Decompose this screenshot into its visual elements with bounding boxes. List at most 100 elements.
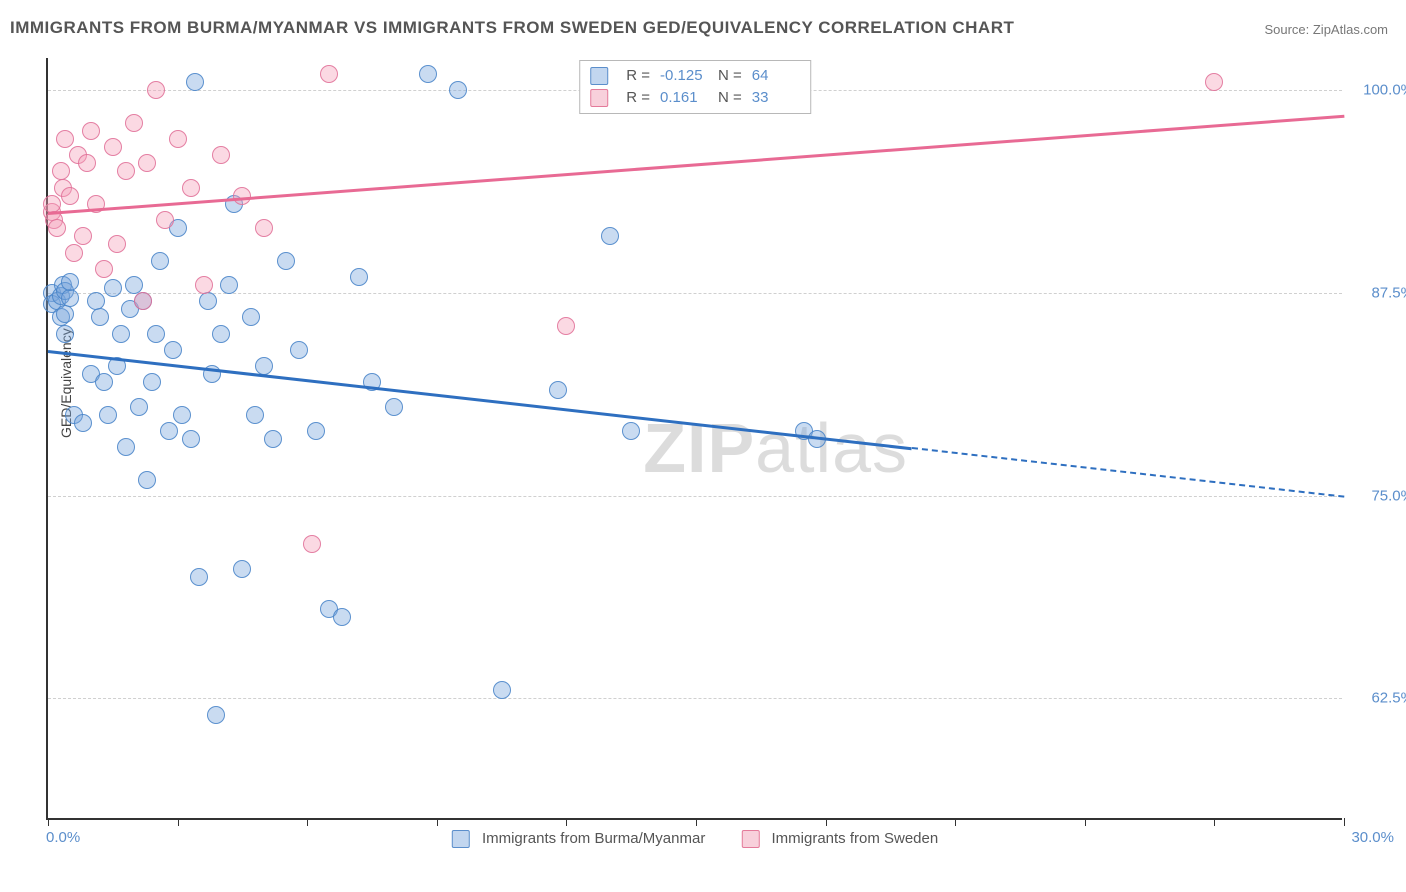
scatter-point-burma (493, 681, 511, 699)
scatter-point-burma (233, 560, 251, 578)
scatter-point-burma (190, 568, 208, 586)
x-tick (437, 818, 438, 826)
scatter-point-burma (350, 268, 368, 286)
n-value-burma: 64 (752, 65, 800, 87)
scatter-point-burma (264, 430, 282, 448)
r-value-sweden: 0.161 (660, 87, 708, 109)
scatter-point-sweden (233, 187, 251, 205)
x-tick (566, 818, 567, 826)
chart-container: IMMIGRANTS FROM BURMA/MYANMAR VS IMMIGRA… (0, 0, 1406, 892)
trend-line (48, 115, 1344, 215)
scatter-point-burma (212, 325, 230, 343)
x-tick (307, 818, 308, 826)
legend-label-sweden: Immigrants from Sweden (771, 830, 938, 847)
scatter-point-sweden (78, 154, 96, 172)
scatter-point-burma (56, 325, 74, 343)
scatter-point-burma (164, 341, 182, 359)
scatter-point-sweden (182, 179, 200, 197)
scatter-point-burma (449, 81, 467, 99)
scatter-point-burma (117, 438, 135, 456)
x-tick (1085, 818, 1086, 826)
scatter-point-burma (255, 357, 273, 375)
scatter-point-sweden (147, 81, 165, 99)
scatter-point-burma (74, 414, 92, 432)
y-tick-label: 62.5% (1371, 690, 1406, 707)
scatter-point-burma (147, 325, 165, 343)
y-tick-label: 87.5% (1371, 285, 1406, 302)
scatter-point-burma (333, 608, 351, 626)
scatter-point-burma (61, 289, 79, 307)
trend-line (48, 350, 912, 450)
scatter-point-sweden (557, 317, 575, 335)
x-min-label: 0.0% (46, 829, 80, 846)
scatter-point-burma (242, 308, 260, 326)
scatter-point-burma (246, 406, 264, 424)
scatter-point-sweden (56, 130, 74, 148)
x-tick (826, 818, 827, 826)
swatch-blue-icon (452, 830, 470, 848)
swatch-blue-icon (590, 67, 608, 85)
scatter-point-sweden (156, 211, 174, 229)
r-value-burma: -0.125 (660, 65, 708, 87)
scatter-point-burma (277, 252, 295, 270)
n-value-sweden: 33 (752, 87, 800, 109)
legend-item-sweden: Immigrants from Sweden (741, 830, 938, 848)
plot-area: R = -0.125 N = 64 R = 0.161 N = 33 ZIPat… (46, 58, 1342, 820)
gridline-h (48, 293, 1342, 294)
scatter-point-sweden (1205, 73, 1223, 91)
scatter-point-sweden (320, 65, 338, 83)
swatch-pink-icon (741, 830, 759, 848)
scatter-point-sweden (138, 154, 156, 172)
scatter-point-burma (125, 276, 143, 294)
chart-title: IMMIGRANTS FROM BURMA/MYANMAR VS IMMIGRA… (10, 18, 1014, 38)
n-prefix: N = (718, 87, 742, 109)
stats-row-sweden: R = 0.161 N = 33 (590, 87, 800, 109)
scatter-point-sweden (95, 260, 113, 278)
scatter-point-burma (61, 273, 79, 291)
scatter-point-burma (151, 252, 169, 270)
scatter-point-burma (199, 292, 217, 310)
scatter-point-burma (138, 471, 156, 489)
scatter-point-burma (622, 422, 640, 440)
legend-label-burma: Immigrants from Burma/Myanmar (482, 830, 705, 847)
scatter-point-burma (160, 422, 178, 440)
n-prefix: N = (718, 65, 742, 87)
scatter-point-sweden (195, 276, 213, 294)
scatter-point-burma (182, 430, 200, 448)
scatter-point-burma (130, 398, 148, 416)
scatter-point-burma (549, 381, 567, 399)
scatter-point-sweden (303, 535, 321, 553)
scatter-point-sweden (117, 162, 135, 180)
scatter-point-sweden (61, 187, 79, 205)
scatter-point-burma (95, 373, 113, 391)
gridline-h (48, 698, 1342, 699)
scatter-point-burma (207, 706, 225, 724)
scatter-point-burma (91, 308, 109, 326)
scatter-point-burma (186, 73, 204, 91)
scatter-point-sweden (212, 146, 230, 164)
scatter-point-sweden (108, 235, 126, 253)
legend-item-burma: Immigrants from Burma/Myanmar (452, 830, 706, 848)
y-tick-label: 100.0% (1363, 82, 1406, 99)
scatter-point-sweden (169, 130, 187, 148)
scatter-point-burma (290, 341, 308, 359)
x-tick (1344, 818, 1345, 826)
r-prefix: R = (626, 87, 650, 109)
x-tick (178, 818, 179, 826)
scatter-point-sweden (65, 244, 83, 262)
scatter-point-burma (307, 422, 325, 440)
watermark: ZIPatlas (643, 408, 908, 488)
scatter-point-burma (112, 325, 130, 343)
scatter-point-sweden (104, 138, 122, 156)
scatter-point-burma (173, 406, 191, 424)
watermark-light: atlas (755, 409, 908, 487)
stats-row-burma: R = -0.125 N = 64 (590, 65, 800, 87)
r-prefix: R = (626, 65, 650, 87)
scatter-point-burma (99, 406, 117, 424)
scatter-point-sweden (74, 227, 92, 245)
scatter-point-sweden (82, 122, 100, 140)
swatch-pink-icon (590, 89, 608, 107)
scatter-point-burma (56, 305, 74, 323)
x-tick (696, 818, 697, 826)
scatter-point-sweden (125, 114, 143, 132)
